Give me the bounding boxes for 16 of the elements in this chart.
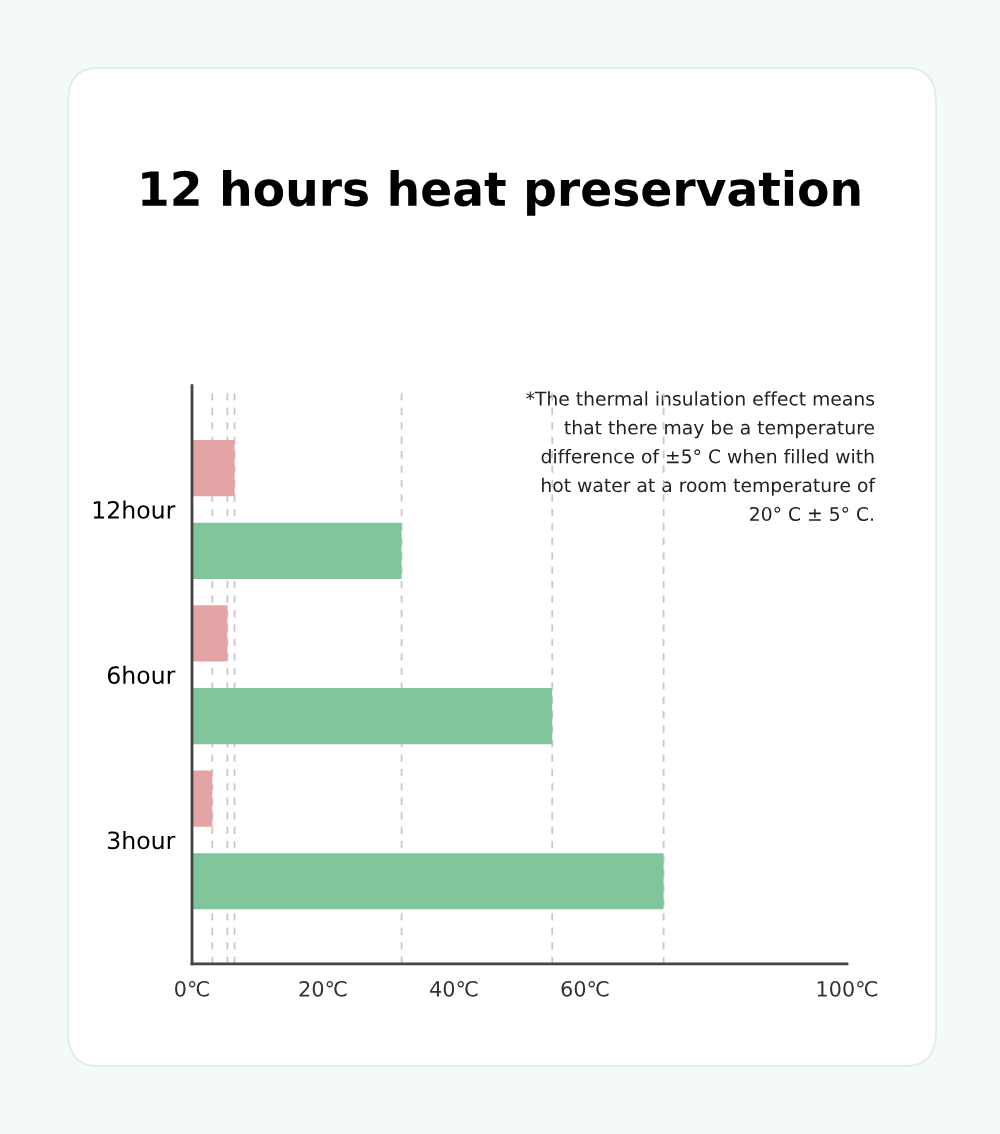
bar	[192, 440, 235, 497]
x-tick-label: 40℃	[430, 980, 478, 997]
chart-title: 12 hours heat preservation	[142, 169, 860, 216]
bar	[192, 522, 402, 579]
y-tick-label: 3hour	[108, 831, 176, 850]
x-tick-label: 20℃	[299, 980, 347, 997]
y-tick-label: 12hour	[93, 500, 176, 519]
annotation: *The thermal insulation effect means that there may be a temperature difference of ±5° C when filled with hot water at a room temperature of 20° C ± 5° C.	[526, 391, 876, 522]
x-tick-label: 100℃	[817, 980, 878, 997]
x-tick-label: 0℃	[175, 980, 209, 997]
bar	[192, 853, 664, 910]
y-tick-label: 6hour	[107, 665, 176, 685]
x-tick-label: 60℃	[561, 980, 609, 997]
bar	[192, 605, 228, 662]
bar	[192, 687, 553, 745]
bar	[192, 770, 213, 827]
